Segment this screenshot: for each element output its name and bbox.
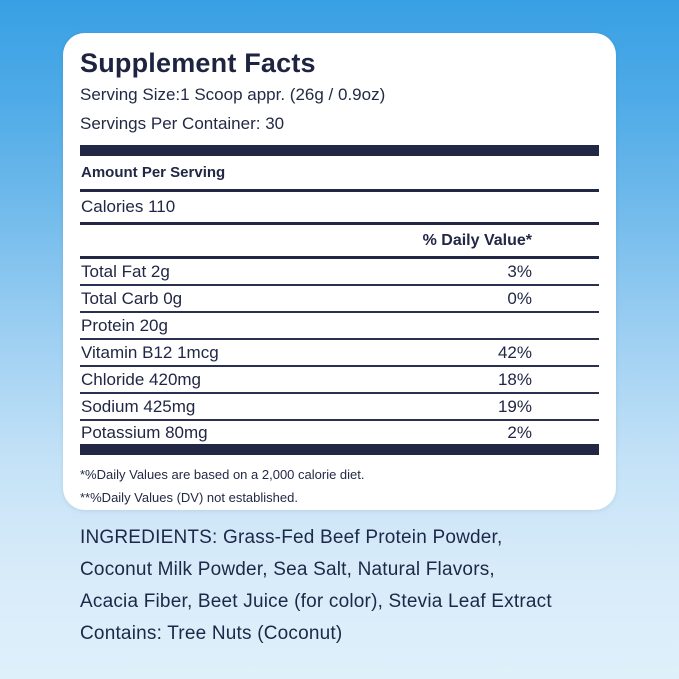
amount-per-serving-header: Amount Per Serving xyxy=(80,156,599,192)
panel-title: Supplement Facts xyxy=(80,48,316,78)
nutrient-row-sodium: Sodium 425mg 19% xyxy=(80,394,599,421)
nutrient-row-potassium: Potassium 80mg 2% xyxy=(80,421,599,444)
nutrient-daily-value: 18% xyxy=(497,369,532,389)
nutrient-daily-value: 0% xyxy=(507,288,532,308)
nutrient-daily-value: 3% xyxy=(507,261,532,281)
nutrient-row-total-fat: Total Fat 2g 3% xyxy=(80,259,599,286)
servings-per-container-text: Servings Per Container: 30 xyxy=(80,114,285,133)
ingredients-line-1: INGREDIENTS: Grass-Fed Beef Protein Powd… xyxy=(80,527,503,548)
nutrient-row-total-carb: Total Carb 0g 0% xyxy=(80,286,599,313)
ingredients-text: INGREDIENTS: Grass-Fed Beef Protein Powd… xyxy=(80,522,610,650)
nutrient-table: Total Fat 2g 3% Total Carb 0g 0% Protein… xyxy=(80,259,599,444)
daily-value-header: % Daily Value* xyxy=(80,225,599,259)
nutrient-name: Vitamin B12 1mcg xyxy=(81,342,219,362)
nutrient-name: Sodium 425mg xyxy=(81,396,196,416)
nutrient-row-protein: Protein 20g xyxy=(80,313,599,340)
divider-thick-top xyxy=(80,145,599,156)
serving-size-text: Serving Size:1 Scoop appr. (26g / 0.9oz) xyxy=(80,85,386,104)
supplement-facts-panel: Supplement Facts Serving Size:1 Scoop ap… xyxy=(63,33,616,510)
ingredients-line-2: Coconut Milk Powder, Sea Salt, Natural F… xyxy=(80,559,495,580)
footnotes: *%Daily Values are based on a 2,000 calo… xyxy=(80,463,599,509)
nutrient-daily-value: 2% xyxy=(507,422,532,442)
nutrient-name: Protein 20g xyxy=(81,315,168,335)
nutrient-row-vitamin-b12: Vitamin B12 1mcg 42% xyxy=(80,340,599,367)
nutrient-name: Chloride 420mg xyxy=(81,369,202,389)
footnote-daily-values: *%Daily Values are based on a 2,000 calo… xyxy=(80,467,365,482)
nutrient-name: Total Fat 2g xyxy=(81,261,170,281)
nutrient-daily-value: 19% xyxy=(497,396,532,416)
nutrient-name: Total Carb 0g xyxy=(81,288,183,308)
nutrient-row-chloride: Chloride 420mg 18% xyxy=(80,367,599,394)
nutrient-name: Potassium 80mg xyxy=(81,422,208,442)
nutrient-daily-value: 42% xyxy=(497,342,532,362)
footnote-dv-not-established: **%Daily Values (DV) not established. xyxy=(80,490,298,505)
calories-row: Calories 110 xyxy=(80,192,599,225)
divider-thick-bottom xyxy=(80,444,599,455)
ingredients-line-4: Contains: Tree Nuts (Coconut) xyxy=(80,623,343,644)
ingredients-line-3: Acacia Fiber, Beet Juice (for color), St… xyxy=(80,591,552,612)
